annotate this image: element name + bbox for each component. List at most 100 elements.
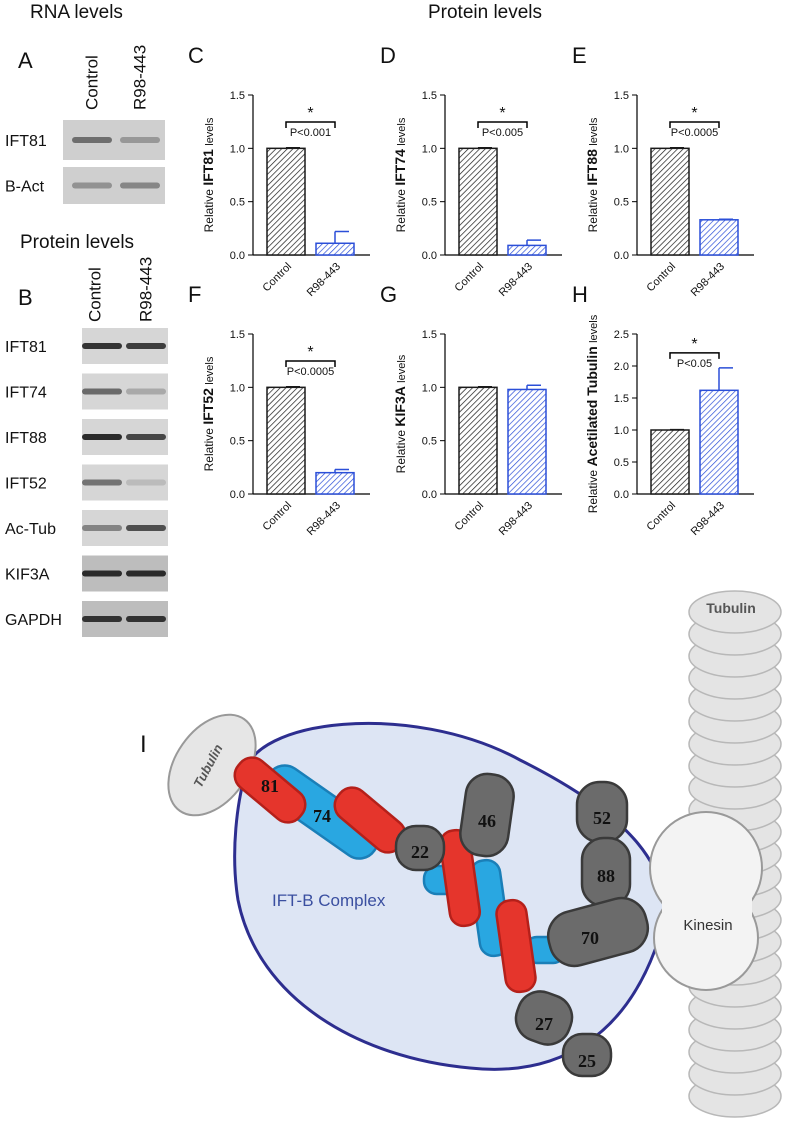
error-bar bbox=[669, 147, 684, 149]
bar bbox=[507, 244, 547, 256]
row-label: IFT88 bbox=[5, 430, 47, 447]
bar bbox=[650, 147, 690, 256]
lane-label: R98-443 bbox=[130, 45, 149, 110]
significance-bracket bbox=[285, 121, 336, 128]
x-tick-label: R98-443 bbox=[497, 500, 535, 538]
band bbox=[82, 388, 122, 395]
subunit-label: 81 bbox=[261, 776, 279, 796]
error-bar bbox=[718, 367, 733, 391]
row-label: KIF3A bbox=[5, 567, 50, 584]
error-bar bbox=[526, 384, 541, 390]
y-tick-label: 0.5 bbox=[614, 197, 629, 209]
y-label-target: IFT52 bbox=[200, 388, 216, 425]
y-axis-label: Relative IFT52 levels bbox=[200, 356, 216, 471]
x-tick-label: Control bbox=[453, 261, 487, 295]
p-value: P<0.0005 bbox=[671, 127, 718, 139]
subunit-label: 46 bbox=[478, 811, 496, 831]
significance-star: * bbox=[691, 336, 697, 353]
band bbox=[82, 434, 122, 440]
significance-bracket bbox=[669, 352, 720, 359]
y-tick-label: 0.0 bbox=[422, 489, 437, 501]
band bbox=[120, 137, 160, 143]
panel-label: I bbox=[140, 731, 147, 758]
y-tick-label: 1.0 bbox=[230, 143, 245, 155]
band bbox=[82, 479, 122, 486]
y-tick-label: 0.5 bbox=[230, 197, 245, 209]
y-label-suffix: levels bbox=[396, 354, 408, 383]
y-tick-label: 0.5 bbox=[614, 457, 629, 469]
diagram bbox=[167, 590, 782, 1118]
y-label-target: KIF3A bbox=[392, 386, 408, 426]
y-axis-label: Relative IFT81 levels bbox=[200, 117, 216, 232]
p-value: P<0.0005 bbox=[287, 366, 334, 378]
x-tick-label: Control bbox=[261, 261, 295, 295]
band bbox=[82, 525, 122, 531]
error-bar bbox=[718, 218, 733, 221]
y-label-prefix: Relative bbox=[586, 189, 600, 233]
band bbox=[126, 616, 166, 622]
significance-star: * bbox=[307, 105, 313, 122]
y-tick-label: 0.0 bbox=[614, 489, 629, 501]
panel-label: F bbox=[188, 282, 201, 307]
kinesin-body bbox=[662, 880, 752, 926]
panel-label: E bbox=[572, 43, 587, 68]
heading: Protein levels bbox=[428, 2, 542, 23]
x-tick-label: R98-443 bbox=[497, 261, 535, 299]
subunit bbox=[459, 772, 515, 858]
complex-label: IFT-B Complex bbox=[272, 891, 386, 910]
y-label-target: Acetilated Tubulin bbox=[584, 346, 600, 466]
y-tick-label: 0.5 bbox=[230, 436, 245, 448]
subunit bbox=[546, 896, 650, 968]
y-tick-label: 0.0 bbox=[230, 250, 245, 262]
band bbox=[126, 434, 166, 440]
lane-label: Control bbox=[82, 55, 101, 110]
error-bar bbox=[334, 230, 349, 244]
heading: RNA levels bbox=[30, 2, 123, 23]
y-axis-label: Relative IFT88 levels bbox=[584, 117, 600, 232]
y-label-target: IFT88 bbox=[584, 149, 600, 186]
band bbox=[120, 182, 160, 189]
bar bbox=[315, 242, 355, 256]
subunit bbox=[514, 990, 574, 1046]
significance-bracket bbox=[669, 121, 720, 128]
subunit-label: 74 bbox=[313, 806, 331, 826]
x-tick-label: Control bbox=[261, 500, 295, 534]
p-value: P<0.005 bbox=[482, 127, 523, 139]
tubulin-disc bbox=[688, 590, 782, 634]
x-tick-label: Control bbox=[645, 261, 679, 295]
y-tick-label: 1.0 bbox=[614, 143, 629, 155]
y-label-prefix: Relative bbox=[202, 428, 216, 472]
band bbox=[82, 570, 122, 577]
y-label-prefix: Relative bbox=[586, 470, 600, 514]
panel-label: A bbox=[18, 48, 33, 73]
panel-label: B bbox=[18, 285, 33, 310]
y-label-suffix: levels bbox=[204, 356, 216, 385]
subunit bbox=[233, 756, 307, 824]
band bbox=[126, 570, 166, 577]
y-tick-label: 1.5 bbox=[614, 393, 629, 405]
bar bbox=[650, 429, 690, 495]
band bbox=[72, 182, 112, 189]
x-tick-label: R98-443 bbox=[305, 500, 343, 538]
y-tick-label: 2.0 bbox=[614, 361, 629, 373]
band bbox=[126, 388, 166, 395]
band bbox=[126, 525, 166, 531]
significance-bracket bbox=[285, 360, 336, 367]
x-tick-label: R98-443 bbox=[305, 261, 343, 299]
x-tick-label: R98-443 bbox=[689, 261, 727, 299]
bar bbox=[458, 386, 498, 495]
error-bar bbox=[526, 239, 541, 246]
subunit-label: 27 bbox=[535, 1014, 553, 1034]
row-label: GAPDH bbox=[5, 612, 62, 629]
significance-star: * bbox=[691, 105, 697, 122]
heading: Protein levels bbox=[20, 232, 134, 253]
kinesin-label: Kinesin bbox=[683, 917, 732, 934]
band bbox=[72, 137, 112, 143]
subunit bbox=[495, 898, 537, 994]
y-label-suffix: levels bbox=[396, 117, 408, 146]
subunit-label: 52 bbox=[593, 808, 611, 828]
subunit bbox=[561, 1032, 613, 1078]
bar bbox=[458, 147, 498, 256]
x-tick-label: Control bbox=[453, 500, 487, 534]
band bbox=[82, 343, 122, 349]
